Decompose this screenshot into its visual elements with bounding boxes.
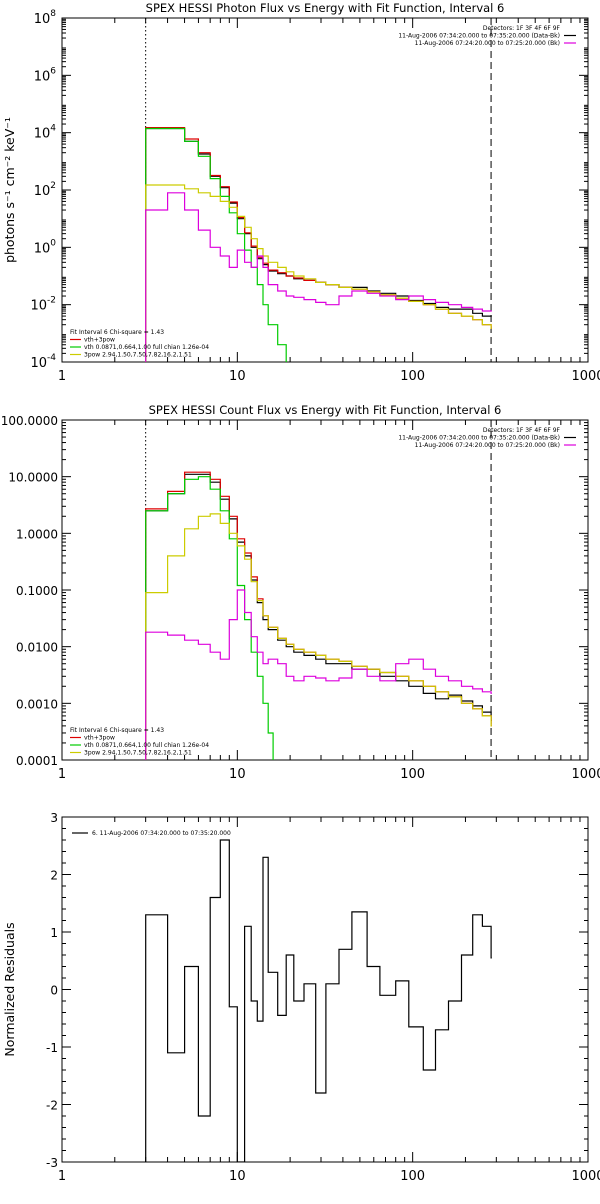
legend-entry: 11-Aug-2006 07:34:20.000 to 07:35:20.000… [398, 435, 560, 442]
x-tick-label: 10 [229, 767, 246, 782]
series-line-5 [145, 192, 492, 362]
legend-entry: vth 0.0871,0.664,1.00 full chian 1.26e-0… [84, 344, 209, 351]
x-tick-label: 100 [400, 767, 425, 782]
x-tick-label: 100 [400, 369, 425, 384]
series-line-3 [145, 127, 287, 362]
y-tick-label: 1 [50, 926, 58, 940]
y-tick-label: 0.0001 [16, 754, 58, 768]
y-tick-label: 0.0100 [16, 641, 58, 655]
legend-entry: Fit Interval 6 Chi-square = 1.43 [70, 329, 164, 336]
y-tick-label: 104 [34, 124, 57, 142]
x-tick-label: 10 [229, 369, 246, 384]
series-line-4 [145, 184, 492, 362]
x-tick-label: 1000 [571, 767, 600, 782]
series-line-4 [145, 513, 492, 760]
y-tick-label: 2 [50, 869, 58, 883]
series-group [145, 839, 492, 1162]
legend-entry: 11-Aug-2006 07:34:20.000 to 07:35:20.000… [398, 33, 560, 40]
legend-entry: Detectors: 1F 3F 4F 6F 9F [483, 25, 561, 32]
legend-entry: vth+3pow [84, 337, 115, 344]
legend-bottom: Fit Interval 6 Chi-square = 1.43vth+3pow… [70, 727, 209, 757]
legend-entry: 3pow 2.94,1.50,7.50,7.82,16.2,1.51 [84, 750, 192, 757]
series-line-1 [145, 127, 492, 362]
chart-title: SPEX HESSI Photon Flux vs Energy with Fi… [146, 1, 505, 15]
x-tick-label: 100 [400, 1169, 425, 1184]
y-tick-label: 0.0010 [16, 697, 58, 711]
y-tick-label: 108 [34, 9, 57, 27]
legend-entry: vth+3pow [84, 735, 115, 742]
x-tick-label: 1000 [571, 1169, 600, 1184]
y-tick-label: 106 [34, 66, 57, 84]
y-tick-label: 100.0000 [1, 414, 58, 428]
y-axis-label: Normalized Residuals [2, 922, 17, 1056]
series-line-2 [145, 471, 492, 760]
chart-title: SPEX HESSI Count Flux vs Energy with Fit… [149, 403, 502, 417]
plot-frame [61, 17, 589, 363]
y-tick-label: 10-4 [30, 353, 56, 371]
series-group [145, 471, 492, 760]
legend-bottom: Fit Interval 6 Chi-square = 1.43vth+3pow… [70, 329, 209, 359]
x-tick-label: 1 [58, 369, 66, 384]
legend-entry: Fit Interval 6 Chi-square = 1.43 [70, 727, 164, 734]
y-tick-label: 10-2 [30, 296, 56, 314]
plot-frame [61, 419, 589, 761]
series-line-1 [145, 839, 492, 1162]
legend-entry: 11-Aug-2006 07:24:20.000 to 07:25:20.000… [415, 40, 560, 47]
legend-entry: 6. 11-Aug-2006 07:34:20.000 to 07:35:20.… [92, 830, 231, 837]
x-tick-label: 1 [58, 767, 66, 782]
chart-panel-2: 1 10 100 1000 0.0001 0.0010 0.0100 0.1000 1.0000… [1, 403, 600, 782]
series-group [145, 127, 492, 362]
series-line-2 [145, 127, 492, 362]
y-tick-label: -1 [46, 1041, 58, 1055]
legend-entry: Detectors: 1F 3F 4F 6F 9F [483, 427, 561, 434]
x-tick-label: 1 [58, 1169, 66, 1184]
x-tick-label: 10 [229, 1169, 246, 1184]
y-tick-label: 10.0000 [8, 471, 58, 485]
legend-entry: 11-Aug-2006 07:24:20.000 to 07:25:20.000… [415, 442, 560, 449]
legend-top: 6. 11-Aug-2006 07:34:20.000 to 07:35:20.… [72, 830, 231, 837]
y-tick-label: 3 [50, 811, 58, 825]
series-line-5 [145, 589, 492, 760]
legend-entry: vth 0.0871,0.664,1.00 full chian 1.26e-0… [84, 742, 209, 749]
y-tick-label: -2 [46, 1099, 58, 1113]
y-tick-label: 1.0000 [16, 527, 58, 541]
series-line-3 [145, 476, 274, 760]
y-tick-label: 0.1000 [16, 584, 58, 598]
chart-panel-3: 1 10 100 1000 -3 -2 -1 0 1 2 3 Normalized Residuals… [2, 811, 600, 1184]
y-tick-label: 0 [50, 984, 58, 998]
x-tick-label: 1000 [571, 369, 600, 384]
y-tick-label: 100 [34, 238, 57, 256]
y-tick-label: -3 [46, 1156, 58, 1170]
chart-panel-1: 1 10 100 1000 10-4 10-2 100 102 104 106 108 SPEX HE… [2, 1, 600, 384]
y-tick-label: 102 [34, 181, 56, 199]
y-axis-label: photons s⁻¹ cm⁻² keV⁻¹ [2, 117, 17, 263]
legend-entry: 3pow 2.94,1.50,7.50,7.82,16.2,1.51 [84, 352, 192, 359]
series-line-1 [145, 473, 492, 760]
plot-frame [61, 816, 589, 1163]
